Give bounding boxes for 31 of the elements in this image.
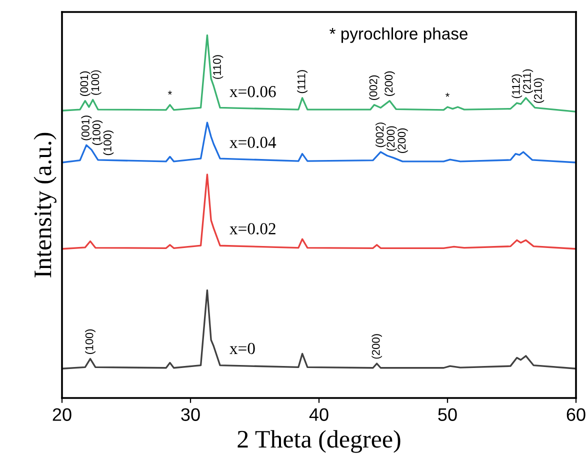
x-tick-label: 50 (438, 408, 457, 421)
annotation: (111) (297, 70, 308, 94)
x-axis-title: 2 Theta (degree) (238, 430, 400, 453)
annotation: (210) (534, 78, 544, 103)
x-tick-label: 30 (181, 408, 200, 421)
series-label: x=0.06 (230, 86, 276, 98)
x-tick-label: 60 (566, 408, 586, 421)
annotation: * (446, 92, 450, 97)
x-tick-label: 40 (309, 408, 328, 421)
x-tick-label: 20 (52, 408, 72, 421)
annotation: * pyrochlore phase (330, 27, 468, 43)
series-label: x=0.04 (230, 136, 276, 148)
annotation: (002) (376, 122, 386, 148)
annotation: * (168, 90, 172, 95)
series-label: x=0 (230, 342, 255, 354)
annotation: (200) (384, 71, 395, 96)
annotation: (100) (85, 329, 96, 354)
y-axis-title: Intensity (a.u.) (34, 132, 56, 278)
annotation: (001) (80, 71, 90, 96)
annotation: (200) (386, 126, 397, 151)
annotation: (002) (369, 75, 380, 100)
annotation: (110) (212, 55, 224, 79)
annotation: (100) (103, 130, 114, 156)
annotation: (200) (398, 128, 408, 153)
annotation: (100) (92, 120, 103, 145)
annotation: (211) (522, 69, 534, 94)
series-label: x=0.02 (230, 223, 276, 234)
annotation: (112) (512, 74, 522, 98)
annotation: (100) (90, 70, 102, 95)
annotation: (200) (372, 334, 382, 359)
annotation: (001) (81, 116, 92, 140)
